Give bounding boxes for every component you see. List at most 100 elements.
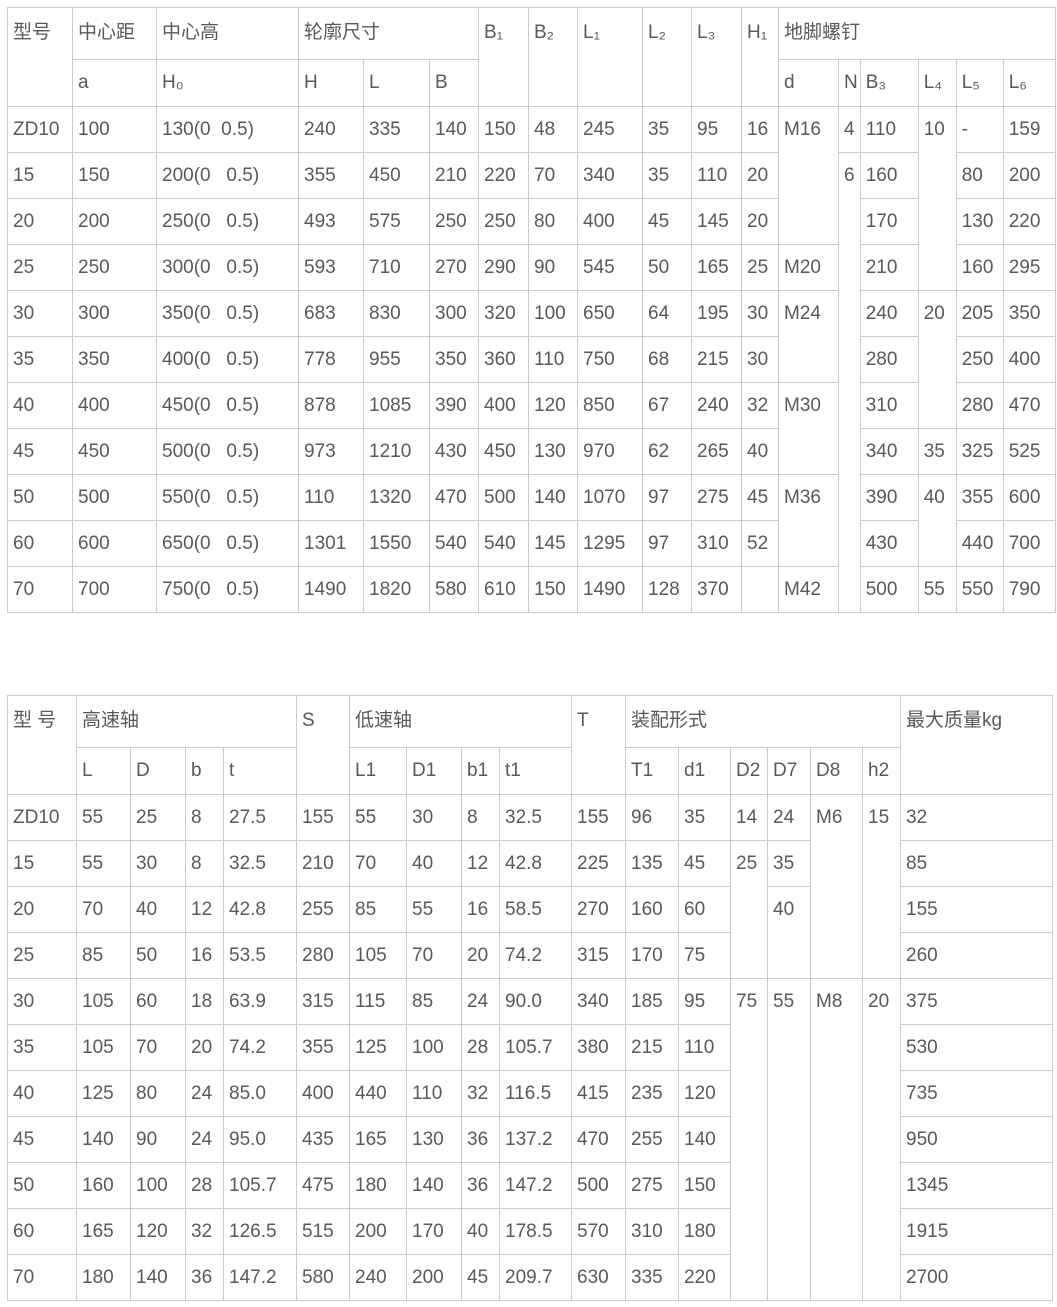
cell: 70 — [130, 1024, 186, 1071]
cell: 100 — [528, 290, 578, 337]
cell: 90 — [528, 244, 578, 291]
cell: 140 — [429, 106, 479, 153]
cell: 470 — [1002, 382, 1056, 429]
header-cell: 最大质量kg — [900, 695, 1053, 795]
header-cell: D — [130, 747, 186, 795]
cell: 30 — [741, 290, 779, 337]
cell: 97 — [642, 474, 692, 521]
cell: 160 — [955, 244, 1004, 291]
cell: M16 — [778, 106, 839, 245]
cell: 165 — [349, 1116, 407, 1163]
cell: 380 — [571, 1024, 626, 1071]
cell: 205 — [955, 290, 1004, 337]
cell: 355 — [955, 474, 1004, 521]
cell: 430 — [429, 428, 479, 475]
cell: 220 — [678, 1254, 731, 1301]
cell: 750(0 0.5) — [156, 566, 299, 613]
cell: 40 — [917, 474, 957, 567]
cell: 120 — [130, 1208, 186, 1255]
cell: 1070 — [577, 474, 643, 521]
cell: 400 — [577, 198, 643, 245]
cell: 245 — [577, 106, 643, 153]
cell: 375 — [900, 978, 1053, 1025]
cell: 210 — [296, 840, 350, 887]
header-cell: L1 — [349, 747, 407, 795]
cell: 225 — [571, 840, 626, 887]
cell: 140 — [76, 1116, 131, 1163]
header-cell: B₂ — [528, 7, 578, 107]
cell: 1295 — [577, 520, 643, 567]
cell: 130 — [955, 198, 1004, 245]
cell: 85 — [406, 978, 462, 1025]
header-cell: L — [76, 747, 131, 795]
cell: 6 — [838, 152, 861, 613]
cell: 250 — [955, 336, 1004, 383]
cell: 530 — [900, 1024, 1053, 1071]
header-cell: H₁ — [741, 7, 779, 107]
cell: 185 — [625, 978, 679, 1025]
header-cell: 高速轴 — [76, 695, 297, 748]
header-cell: B₁ — [478, 7, 529, 107]
cell: M42 — [778, 566, 839, 613]
cell: 545 — [577, 244, 643, 291]
cell: 1345 — [900, 1162, 1053, 1209]
cell: 120 — [678, 1070, 731, 1117]
cell: 36 — [461, 1162, 500, 1209]
cell: 85 — [900, 840, 1053, 887]
cell: 240 — [859, 290, 919, 337]
cell: 110 — [678, 1024, 731, 1071]
cell: 220 — [478, 152, 529, 199]
cell: 1301 — [298, 520, 364, 567]
header-cell: 中心距 — [72, 7, 157, 60]
cell: 140 — [678, 1116, 731, 1163]
cell: 35 — [642, 106, 692, 153]
cell: 8 — [461, 794, 500, 841]
cell: 600 — [1002, 474, 1056, 521]
cell: 28 — [461, 1024, 500, 1071]
cell: 60 — [678, 886, 731, 933]
header-cell: D7 — [767, 747, 811, 795]
cell: 150 — [528, 566, 578, 613]
cell: 450 — [72, 428, 157, 475]
cell: 209.7 — [499, 1254, 572, 1301]
cell: 15 — [7, 152, 73, 199]
cell: 45 — [7, 1116, 77, 1163]
cell: 200(0 0.5) — [156, 152, 299, 199]
cell: 96 — [625, 794, 679, 841]
cell: 18 — [185, 978, 224, 1025]
cell: 280 — [859, 336, 919, 383]
cell: 350(0 0.5) — [156, 290, 299, 337]
header-cell: H₀ — [156, 59, 299, 107]
header-cell: L — [363, 59, 430, 107]
cell: 973 — [298, 428, 364, 475]
cell: 140 — [406, 1162, 462, 1209]
cell: 52 — [741, 520, 779, 567]
cell: 1210 — [363, 428, 430, 475]
cell: 160 — [625, 886, 679, 933]
header-cell: S — [296, 695, 350, 795]
cell: 575 — [363, 198, 430, 245]
table2-body: ZD10 55 25 8 27.5 155 55 30 8 32.5 155 96 35 14 24 M6 15… — [7, 794, 1053, 1301]
cell: 475 — [296, 1162, 350, 1209]
cell: 180 — [678, 1208, 731, 1255]
cell: 50 — [130, 932, 186, 979]
cell: 50 — [7, 1162, 77, 1209]
cell: 250 — [72, 244, 157, 291]
cell: 105 — [76, 1024, 131, 1071]
cell: 20 — [862, 978, 901, 1301]
cell: 240 — [349, 1254, 407, 1301]
cell: 36 — [461, 1116, 500, 1163]
cell: 137.2 — [499, 1116, 572, 1163]
cell: M20 — [778, 244, 839, 291]
cell: 45 — [741, 474, 779, 521]
cell: 42.8 — [499, 840, 572, 887]
cell: 370 — [691, 566, 742, 613]
cell: 40 — [7, 1070, 77, 1117]
cell: 335 — [363, 106, 430, 153]
cell: 310 — [691, 520, 742, 567]
cell: 40 — [767, 886, 811, 979]
cell: 150 — [678, 1162, 731, 1209]
cell: 735 — [900, 1070, 1053, 1117]
cell: 1915 — [900, 1208, 1053, 1255]
